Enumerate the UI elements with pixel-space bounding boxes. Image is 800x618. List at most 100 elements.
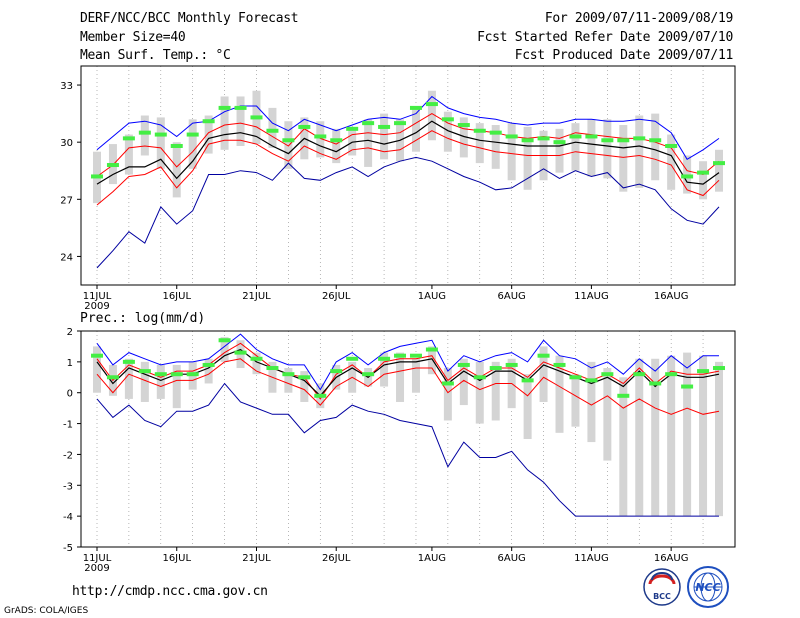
observed-marker <box>505 362 518 367</box>
series-line-lower <box>96 130 720 206</box>
observed-marker <box>505 134 518 139</box>
spread-box <box>411 107 420 152</box>
observed-marker <box>521 378 534 383</box>
spread-box <box>411 358 420 393</box>
series-line-min <box>96 156 720 269</box>
x-tick-label: 16AUG <box>654 553 689 564</box>
svg-text:BCC: BCC <box>653 592 671 601</box>
spread-box <box>587 361 596 443</box>
observed-marker <box>537 353 550 358</box>
x-tick-label: 16JUL <box>162 553 191 564</box>
spread-box <box>619 125 628 192</box>
observed-marker <box>553 362 566 367</box>
spread-box <box>348 126 357 156</box>
spread-box <box>268 107 277 148</box>
spread-box <box>459 358 468 406</box>
observed-marker <box>681 384 694 389</box>
observed-marker <box>266 128 279 133</box>
observed-marker <box>441 117 454 122</box>
observed-marker <box>282 138 295 143</box>
series-line-lower <box>96 358 720 415</box>
spread-box <box>316 121 325 158</box>
x-tick-label: 26JUL <box>322 553 351 564</box>
spread-box <box>475 123 484 164</box>
spread-box <box>156 117 165 169</box>
bcc-logo: BCC <box>643 568 681 606</box>
y-tick-label: 1 <box>67 358 73 369</box>
y-tick-label: 30 <box>60 138 73 149</box>
observed-marker <box>218 338 231 343</box>
observed-marker <box>409 105 422 110</box>
x-tick-label: 11JUL <box>83 553 112 564</box>
x-tick-label: 1AUG <box>418 291 446 302</box>
spread-box <box>667 134 676 190</box>
observed-marker <box>713 366 725 371</box>
observed-marker <box>425 347 438 352</box>
observed-marker <box>553 140 566 145</box>
x-tick-label: 21JUL <box>242 553 271 564</box>
observed-marker <box>665 143 678 148</box>
observed-marker <box>138 130 151 135</box>
observed-marker <box>346 356 359 361</box>
observed-marker <box>106 163 119 168</box>
source-url: http://cmdp.ncc.cma.gov.cn <box>72 584 268 599</box>
spread-box <box>555 355 564 433</box>
observed-marker <box>362 121 375 126</box>
y-tick-label: -3 <box>63 481 73 492</box>
y-tick-label: -1 <box>63 420 73 431</box>
observed-marker <box>681 174 694 179</box>
x-tick-label: 16AUG <box>654 291 689 302</box>
observed-marker <box>314 134 327 139</box>
spread-box <box>683 352 692 517</box>
y-tick-label: 33 <box>60 81 73 92</box>
series-line-upper <box>96 113 720 177</box>
member-size-label: Member Size=40 <box>80 30 186 45</box>
spread-box <box>635 358 644 517</box>
spread-box <box>364 119 373 167</box>
observed-marker <box>521 138 534 143</box>
spread-box <box>523 374 532 439</box>
observed-marker <box>425 102 438 107</box>
observed-marker <box>569 134 582 139</box>
observed-marker <box>394 353 407 358</box>
observed-marker <box>473 375 486 380</box>
observed-marker <box>473 128 486 133</box>
spread-box <box>651 113 660 181</box>
spread-box <box>124 134 133 175</box>
spread-box <box>491 125 500 169</box>
observed-marker <box>122 136 135 141</box>
spread-box <box>603 119 612 179</box>
observed-marker <box>569 375 582 380</box>
observed-marker <box>218 105 231 110</box>
fcst-started-date: Fcst Started Refer Date 2009/07/10 <box>477 30 733 45</box>
spread-box <box>172 364 181 409</box>
observed-marker <box>91 353 103 358</box>
spread-box <box>715 361 723 517</box>
spread-box <box>204 115 213 154</box>
spread-box <box>491 361 500 421</box>
observed-marker <box>282 372 295 377</box>
observed-marker <box>665 372 678 377</box>
spread-box <box>124 358 133 399</box>
observed-marker <box>186 372 199 377</box>
observed-marker <box>649 138 662 143</box>
spread-box <box>507 123 516 181</box>
observed-marker <box>154 132 167 137</box>
observed-marker <box>617 138 630 143</box>
y-tick-label: -5 <box>63 543 73 554</box>
observed-marker <box>330 369 343 374</box>
spread-box <box>651 358 660 517</box>
variable-label: Mean Surf. Temp.: °C <box>80 48 231 63</box>
spread-box <box>220 96 229 150</box>
series-line-min <box>96 382 719 517</box>
observed-marker <box>362 372 375 377</box>
observed-marker <box>298 124 311 129</box>
spread-box <box>715 149 723 192</box>
observed-marker <box>234 350 247 355</box>
y-tick-label: 27 <box>60 195 73 206</box>
x-tick-label: 26JUL <box>322 291 351 302</box>
x-tick-label: 1AUG <box>418 553 446 564</box>
observed-marker <box>457 123 470 128</box>
spread-box <box>699 355 708 517</box>
